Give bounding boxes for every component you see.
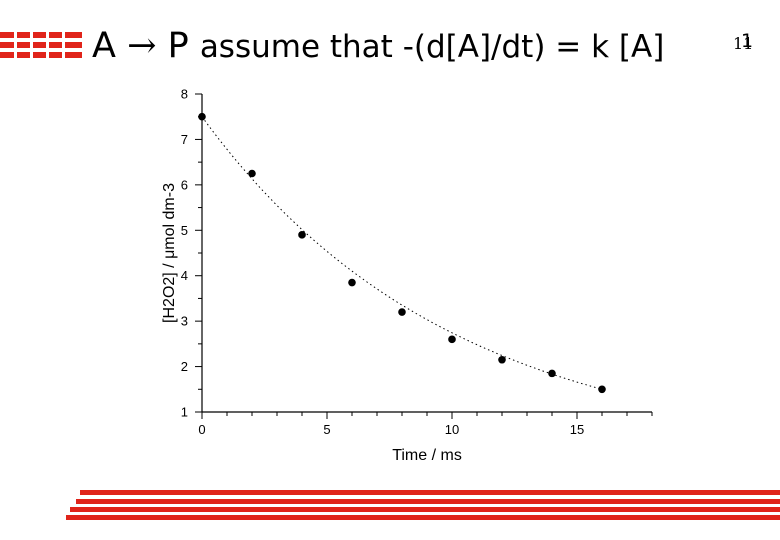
data-point [398,308,406,316]
decorative-bars [0,30,82,66]
y-tick-label: 7 [181,132,188,147]
rate-law-exponent: 1 [741,30,754,52]
y-tick-label: 5 [181,223,188,238]
x-axis-label: Time / ms [392,447,462,464]
y-tick-label: 8 [181,87,188,102]
footer-decorative-bars [66,490,780,520]
data-point [198,112,206,121]
y-tick-label: 1 [181,405,188,420]
reaction-arrow: → [127,26,157,66]
data-point [448,335,456,344]
y-tick-label: 3 [181,314,188,329]
y-tick-label: 6 [181,177,188,192]
x-tick-label: 5 [323,422,330,437]
y-axis-label: [H2O2] / μmol dm-3 [161,183,178,323]
y-tick-label: 2 [181,359,188,374]
data-point [548,369,556,378]
data-point [598,385,606,394]
x-tick-label: 15 [570,422,584,437]
fit-curve [201,116,603,390]
x-tick-label: 10 [445,422,459,437]
data-point [298,231,306,239]
slide-title: A → P assume that -(d[A]/dt) = k [A] [92,26,664,66]
title-product: P [167,26,189,66]
rate-law-text: assume that -(d[A]/dt) = k [A] [199,29,665,65]
x-tick-label: 0 [198,422,205,437]
data-point [498,355,506,364]
title-reactant: A [92,26,116,66]
data-point [348,278,356,287]
slide-number: 11 [733,34,754,53]
y-tick-label: 4 [181,268,188,283]
data-point [248,169,256,178]
